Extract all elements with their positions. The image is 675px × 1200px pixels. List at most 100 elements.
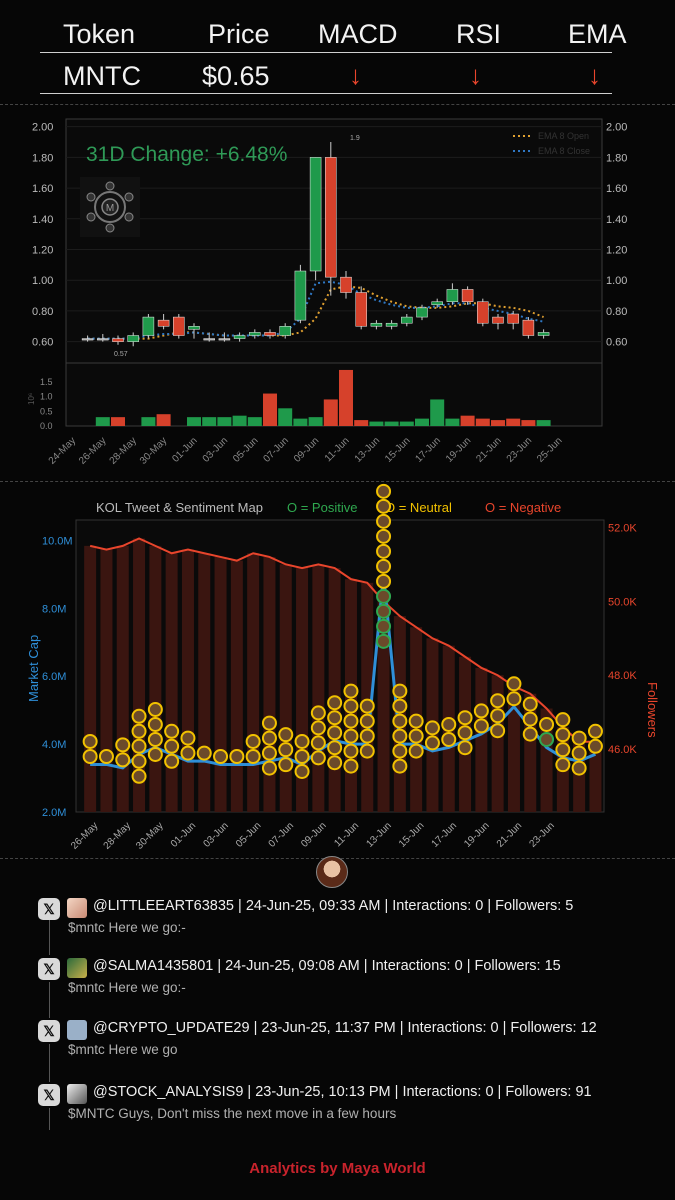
- kol-avatar-marker[interactable]: [180, 745, 196, 761]
- tweet-item[interactable]: 𝕏 @SALMA1435801 | 24-Jun-25, 09:08 AM | …: [38, 958, 658, 998]
- tweet-item[interactable]: 𝕏 @LITTLEEART63835 | 24-Jun-25, 09:33 AM…: [38, 898, 658, 938]
- kol-avatar-marker[interactable]: [376, 573, 392, 589]
- kol-avatar-marker[interactable]: [164, 723, 180, 739]
- kol-avatar-marker[interactable]: [424, 735, 440, 751]
- kol-avatar-marker[interactable]: [310, 750, 326, 766]
- kol-avatar-marker[interactable]: [131, 708, 147, 724]
- kol-avatar-marker[interactable]: [343, 758, 359, 774]
- kol-avatar-marker[interactable]: [522, 711, 538, 727]
- kol-avatar-marker[interactable]: [278, 727, 294, 743]
- x-logo-icon[interactable]: 𝕏: [38, 1020, 60, 1042]
- kol-avatar-marker[interactable]: [376, 558, 392, 574]
- tweet-avatar[interactable]: [67, 1020, 87, 1040]
- kol-avatar-marker[interactable]: [539, 731, 555, 747]
- kol-avatar-marker[interactable]: [359, 698, 375, 714]
- kol-avatar-marker[interactable]: [164, 738, 180, 754]
- kol-avatar-marker[interactable]: [555, 757, 571, 773]
- tweet-avatar[interactable]: [67, 958, 87, 978]
- kol-avatar-marker[interactable]: [473, 703, 489, 719]
- x-logo-icon[interactable]: 𝕏: [38, 898, 60, 920]
- kol-avatar-marker[interactable]: [441, 731, 457, 747]
- kol-avatar-marker[interactable]: [424, 720, 440, 736]
- kol-avatar-marker[interactable]: [343, 698, 359, 714]
- kol-avatar-marker[interactable]: [359, 713, 375, 729]
- kol-avatar-marker[interactable]: [180, 730, 196, 746]
- kol-avatar-marker[interactable]: [82, 733, 98, 749]
- kol-avatar-marker[interactable]: [278, 757, 294, 773]
- kol-avatar-marker[interactable]: [164, 753, 180, 769]
- kol-avatar-marker[interactable]: [457, 710, 473, 726]
- kol-avatar-marker[interactable]: [539, 716, 555, 732]
- tweet-header[interactable]: @CRYPTO_UPDATE29 | 23-Jun-25, 11:37 PM |…: [93, 1020, 597, 1036]
- kol-avatar-marker[interactable]: [196, 745, 212, 761]
- kol-avatar-marker[interactable]: [457, 740, 473, 756]
- kol-avatar-marker[interactable]: [343, 728, 359, 744]
- kol-avatar-marker[interactable]: [522, 696, 538, 712]
- kol-avatar-marker[interactable]: [555, 742, 571, 758]
- kol-avatar-marker[interactable]: [343, 743, 359, 759]
- kol-avatar-marker[interactable]: [457, 725, 473, 741]
- kol-avatar-marker[interactable]: [555, 712, 571, 728]
- kol-avatar-marker[interactable]: [408, 713, 424, 729]
- x-logo-icon[interactable]: 𝕏: [38, 958, 60, 980]
- kol-avatar-marker[interactable]: [571, 745, 587, 761]
- tweet-item[interactable]: 𝕏 @STOCK_ANALYSIS9 | 23-Jun-25, 10:13 PM…: [38, 1084, 658, 1124]
- kol-avatar-marker[interactable]: [376, 528, 392, 544]
- kol-avatar-marker[interactable]: [359, 728, 375, 744]
- kol-avatar-marker[interactable]: [310, 735, 326, 751]
- kol-avatar-marker[interactable]: [343, 683, 359, 699]
- tweet-item[interactable]: 𝕏 @CRYPTO_UPDATE29 | 23-Jun-25, 11:37 PM…: [38, 1020, 658, 1060]
- tweet-header[interactable]: @SALMA1435801 | 24-Jun-25, 09:08 AM | In…: [93, 958, 561, 974]
- kol-avatar-marker[interactable]: [376, 543, 392, 559]
- kol-avatar-marker[interactable]: [245, 733, 261, 749]
- kol-avatar-marker[interactable]: [376, 498, 392, 514]
- kol-avatar-marker[interactable]: [310, 720, 326, 736]
- kol-avatar-marker[interactable]: [392, 758, 408, 774]
- kol-avatar-marker[interactable]: [555, 727, 571, 743]
- kol-avatar-marker[interactable]: [294, 763, 310, 779]
- x-logo-icon[interactable]: 𝕏: [38, 1084, 60, 1106]
- kol-avatar-marker[interactable]: [392, 683, 408, 699]
- kol-avatar-marker[interactable]: [131, 768, 147, 784]
- kol-avatar-marker[interactable]: [376, 603, 392, 619]
- kol-avatar-marker[interactable]: [294, 748, 310, 764]
- kol-avatar-marker[interactable]: [327, 755, 343, 771]
- kol-avatar-marker[interactable]: [261, 760, 277, 776]
- kol-avatar-marker[interactable]: [294, 733, 310, 749]
- tweet-avatar[interactable]: [67, 1084, 87, 1104]
- kol-avatar-marker[interactable]: [261, 715, 277, 731]
- kol-avatar-marker[interactable]: [587, 738, 603, 754]
- kol-avatar-marker[interactable]: [441, 716, 457, 732]
- kol-avatar-marker[interactable]: [473, 718, 489, 734]
- kol-avatar-marker[interactable]: [261, 730, 277, 746]
- kol-avatar-marker[interactable]: [147, 716, 163, 732]
- kol-avatar-marker[interactable]: [229, 748, 245, 764]
- kol-avatar-marker[interactable]: [376, 633, 392, 649]
- tweet-avatar[interactable]: [67, 898, 87, 918]
- kol-avatar-marker[interactable]: [490, 723, 506, 739]
- kol-avatar-marker[interactable]: [278, 742, 294, 758]
- kol-avatar-marker[interactable]: [245, 748, 261, 764]
- kol-avatar-marker[interactable]: [82, 748, 98, 764]
- kol-avatar-marker[interactable]: [359, 743, 375, 759]
- kol-avatar-marker[interactable]: [490, 693, 506, 709]
- kol-avatar-marker[interactable]: [376, 483, 392, 499]
- kol-avatar-marker[interactable]: [376, 588, 392, 604]
- kol-avatar-marker[interactable]: [327, 695, 343, 711]
- kol-avatar-marker[interactable]: [408, 743, 424, 759]
- profile-avatar[interactable]: [316, 856, 348, 888]
- kol-avatar-marker[interactable]: [408, 728, 424, 744]
- kol-avatar-marker[interactable]: [392, 698, 408, 714]
- kol-avatar-marker[interactable]: [376, 618, 392, 634]
- kol-avatar-marker[interactable]: [327, 740, 343, 756]
- kol-avatar-marker[interactable]: [147, 746, 163, 762]
- kol-avatar-marker[interactable]: [571, 730, 587, 746]
- kol-avatar-marker[interactable]: [213, 748, 229, 764]
- kol-avatar-marker[interactable]: [522, 726, 538, 742]
- kol-avatar-marker[interactable]: [98, 748, 114, 764]
- kol-avatar-marker[interactable]: [392, 728, 408, 744]
- tweet-header[interactable]: @STOCK_ANALYSIS9 | 23-Jun-25, 10:13 PM |…: [93, 1084, 592, 1100]
- kol-avatar-marker[interactable]: [131, 753, 147, 769]
- kol-avatar-marker[interactable]: [115, 752, 131, 768]
- kol-avatar-marker[interactable]: [506, 676, 522, 692]
